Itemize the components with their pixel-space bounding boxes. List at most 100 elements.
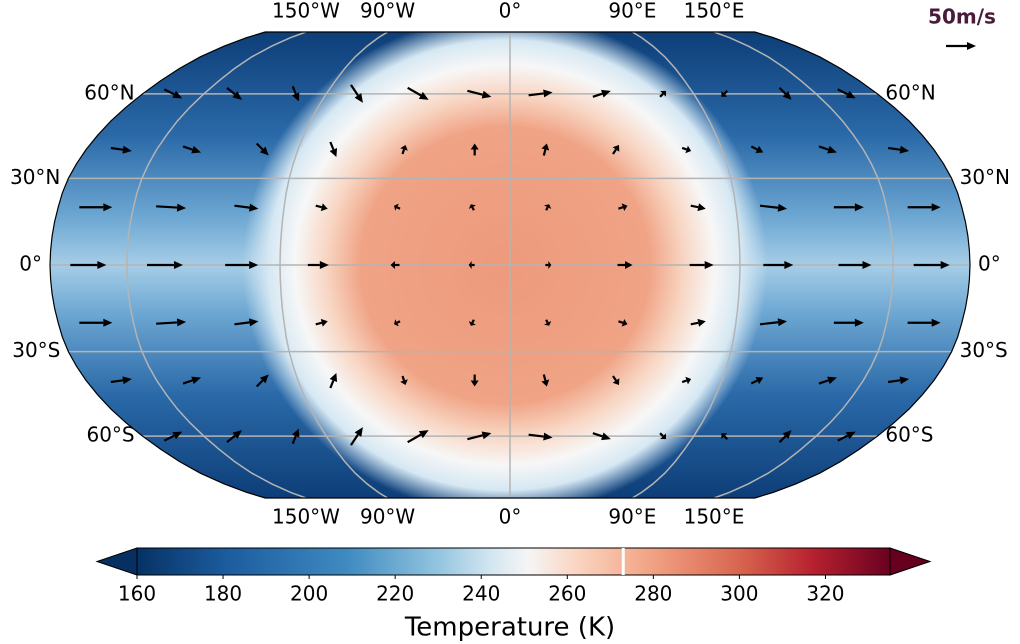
arrow-shaft (329, 380, 335, 389)
wind-arrow (156, 318, 187, 327)
wind-arrow (407, 86, 429, 100)
arrow-shaft (778, 87, 787, 95)
arrow-shaft (618, 320, 624, 324)
colorbar-extend-low (95, 547, 138, 576)
wind-arrow (291, 428, 300, 445)
arrow-head (543, 432, 553, 441)
wind-arrow (528, 89, 553, 98)
arrow-head (612, 144, 620, 152)
wind-vectors (70, 84, 950, 446)
arrow-head (601, 89, 611, 98)
wind-arrow (759, 203, 788, 212)
wind-arrow (721, 433, 729, 440)
wind-arrow (659, 90, 667, 98)
arrow-head (621, 318, 628, 327)
wind-arrow (721, 90, 729, 97)
wind-arrow (689, 261, 714, 269)
arrow-head (249, 203, 259, 212)
arrow-head (544, 320, 552, 326)
wind-arrow (913, 261, 950, 269)
arrow-head (320, 203, 328, 212)
wind-arrow (763, 261, 794, 269)
wind-arrow (255, 142, 269, 156)
wind-arrow (182, 376, 202, 385)
arrow-shaft (681, 379, 687, 384)
arrow-head (777, 203, 788, 212)
arrow-head (721, 433, 728, 439)
arrow-head (721, 91, 728, 97)
arrow-shaft (315, 321, 323, 326)
arrow-head (176, 203, 187, 212)
wind-arrow (467, 89, 492, 99)
arrow-head (329, 373, 338, 383)
arrow-shaft (690, 321, 699, 326)
graticule (50, 31, 970, 499)
arrow-shaft (528, 433, 544, 438)
wind-arrow (315, 318, 328, 327)
wind-arrow (147, 261, 183, 269)
reference-label: 50m/s (928, 5, 996, 29)
wind-arrow (70, 261, 107, 269)
wind-arrow (163, 88, 183, 99)
wind-arrow (833, 318, 864, 327)
arrow-head (625, 261, 633, 269)
arrow-shaft (396, 206, 401, 210)
lat-label-left: 30°S (12, 338, 60, 362)
arrow-head (548, 261, 552, 269)
arrow-head (259, 374, 269, 384)
arrow-head (612, 378, 620, 386)
arrow-head (782, 430, 792, 439)
arrow-shaft (818, 145, 829, 151)
lon-label-bottom: 90°E (608, 505, 656, 529)
arrow-shaft (528, 92, 544, 97)
wind-arrow (163, 431, 183, 442)
colorbar-tick-label: 260 (548, 582, 586, 606)
wind-arrow (618, 318, 628, 327)
wind-arrow (659, 432, 667, 440)
wind-arrow (110, 376, 132, 385)
arrow-shaft (471, 206, 475, 211)
wind-arrow (837, 88, 856, 99)
arrow-shaft (396, 320, 401, 324)
arrow-head (468, 320, 476, 326)
wind-arrow (182, 145, 202, 154)
arrow-shaft (156, 205, 178, 209)
arrow-head (862, 261, 872, 269)
arrow-shaft (659, 432, 664, 437)
arrow-shaft (234, 204, 250, 209)
arrow-shaft (545, 319, 549, 324)
reference-arrow (946, 42, 976, 50)
arrow-head (899, 145, 910, 154)
arrow-shaft (750, 379, 758, 385)
wind-arrow (818, 145, 837, 154)
wind-arrow (618, 203, 628, 212)
arrow-shaft (291, 435, 297, 445)
lon-label-top: 150°E (684, 0, 745, 23)
arrow-shaft (592, 92, 603, 98)
wind-arrow (690, 318, 706, 327)
wind-arrow (887, 145, 910, 154)
lat-label-left: 60°N (84, 80, 134, 104)
arrow-head (543, 89, 553, 98)
arrow-head (394, 319, 399, 327)
arrow-head (621, 203, 628, 212)
wind-arrow (390, 261, 400, 269)
arrow-head (827, 376, 837, 385)
wind-arrow (307, 261, 329, 269)
arrow-head (899, 376, 910, 385)
arrow-shaft (759, 204, 779, 209)
arrow-head (782, 91, 792, 100)
wind-arrow (467, 431, 492, 441)
wind-arrow (544, 204, 552, 211)
lon-label-top: 0° (499, 0, 522, 23)
arrow-head (174, 261, 183, 269)
wind-arrow (750, 376, 764, 385)
arrow-shaft (163, 434, 175, 442)
wind-arrow (544, 319, 552, 326)
arrow-shaft (226, 434, 236, 444)
arrow-shaft (542, 149, 547, 156)
arrow-shaft (110, 146, 124, 151)
wind-arrow (750, 145, 764, 154)
arrow-head (172, 90, 183, 99)
